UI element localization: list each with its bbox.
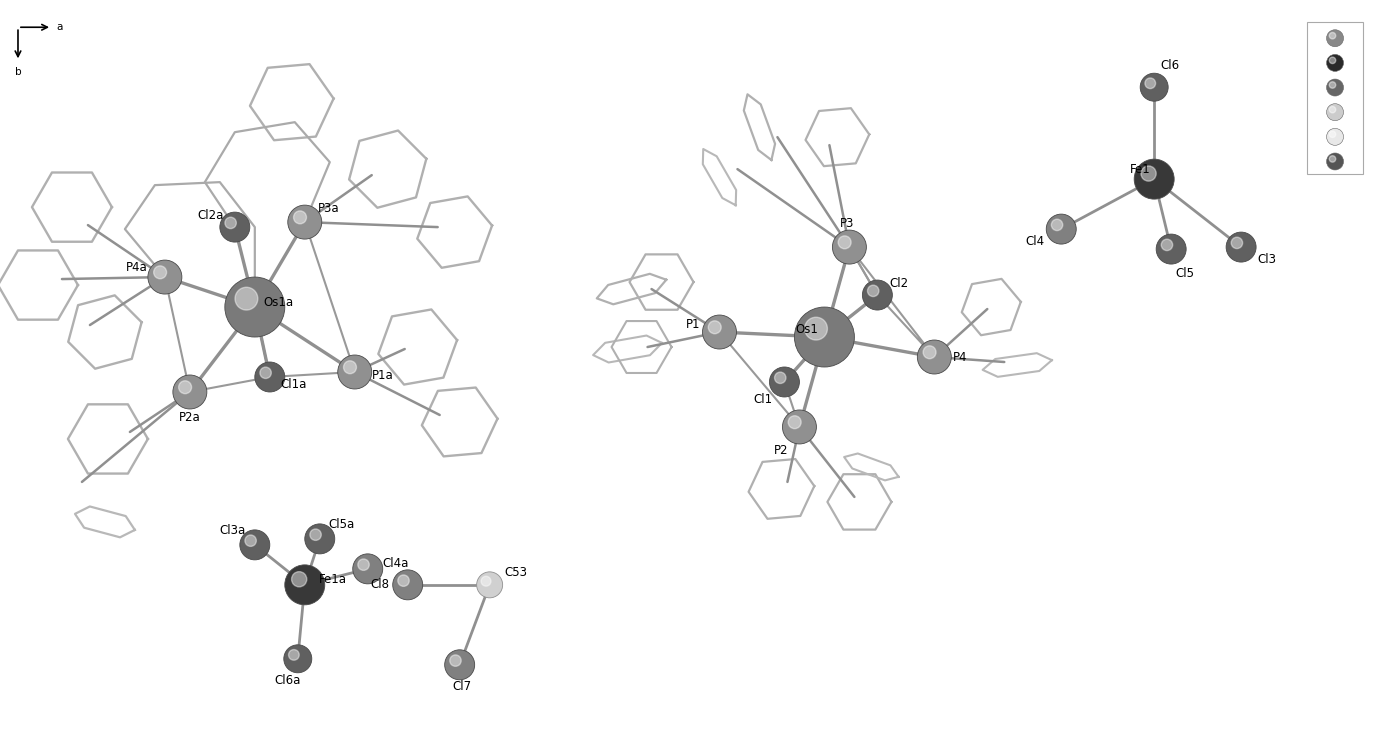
Text: Cl2: Cl2 bbox=[890, 276, 909, 290]
Circle shape bbox=[337, 355, 372, 389]
Circle shape bbox=[1329, 57, 1336, 63]
Text: Cl4a: Cl4a bbox=[382, 557, 409, 570]
Text: Cl2a: Cl2a bbox=[197, 209, 224, 222]
Circle shape bbox=[173, 375, 207, 409]
Circle shape bbox=[148, 260, 182, 294]
Text: P4a: P4a bbox=[126, 261, 148, 273]
Circle shape bbox=[1046, 214, 1076, 244]
Circle shape bbox=[838, 236, 851, 249]
Text: Cl6: Cl6 bbox=[1161, 59, 1179, 71]
Circle shape bbox=[344, 361, 357, 374]
Circle shape bbox=[862, 280, 893, 310]
Text: Cl1a: Cl1a bbox=[281, 379, 306, 391]
Circle shape bbox=[1326, 153, 1343, 170]
Text: Cl6a: Cl6a bbox=[274, 674, 301, 688]
FancyBboxPatch shape bbox=[1307, 22, 1363, 174]
Circle shape bbox=[235, 287, 257, 310]
Circle shape bbox=[245, 535, 256, 546]
Circle shape bbox=[239, 530, 270, 560]
Text: P3: P3 bbox=[841, 217, 855, 230]
Text: P2: P2 bbox=[774, 444, 789, 458]
Circle shape bbox=[1156, 234, 1186, 264]
Text: Os1: Os1 bbox=[795, 323, 818, 335]
Circle shape bbox=[1326, 128, 1343, 145]
Circle shape bbox=[1140, 73, 1168, 101]
Circle shape bbox=[358, 559, 369, 570]
Circle shape bbox=[1142, 166, 1156, 181]
Text: Cl5a: Cl5a bbox=[329, 518, 355, 531]
Circle shape bbox=[445, 650, 474, 680]
Circle shape bbox=[1161, 240, 1172, 251]
Text: Cl4: Cl4 bbox=[1025, 234, 1045, 248]
Text: P1a: P1a bbox=[372, 369, 393, 383]
Circle shape bbox=[397, 575, 409, 587]
Circle shape bbox=[832, 230, 866, 264]
Circle shape bbox=[291, 572, 306, 587]
Circle shape bbox=[1326, 79, 1343, 96]
Text: Os1a: Os1a bbox=[264, 296, 294, 309]
Circle shape bbox=[220, 212, 250, 242]
Circle shape bbox=[288, 205, 322, 239]
Text: Cl3: Cl3 bbox=[1258, 253, 1277, 265]
Circle shape bbox=[225, 277, 285, 337]
Circle shape bbox=[918, 340, 951, 374]
Circle shape bbox=[309, 529, 322, 540]
Circle shape bbox=[481, 576, 491, 586]
Circle shape bbox=[1329, 32, 1336, 39]
Circle shape bbox=[1144, 78, 1156, 88]
Circle shape bbox=[1052, 219, 1063, 231]
Text: P1: P1 bbox=[687, 318, 701, 330]
Circle shape bbox=[1226, 232, 1256, 262]
Circle shape bbox=[305, 524, 334, 554]
Circle shape bbox=[284, 645, 312, 673]
Text: Cl3a: Cl3a bbox=[220, 525, 246, 537]
Circle shape bbox=[353, 554, 383, 584]
Circle shape bbox=[1329, 156, 1336, 162]
Circle shape bbox=[788, 416, 802, 429]
Circle shape bbox=[285, 565, 325, 605]
Text: Cl5: Cl5 bbox=[1175, 267, 1195, 279]
Circle shape bbox=[867, 285, 879, 296]
Circle shape bbox=[1135, 159, 1174, 199]
Circle shape bbox=[1326, 104, 1343, 121]
Circle shape bbox=[260, 367, 271, 379]
Circle shape bbox=[288, 649, 299, 660]
Circle shape bbox=[294, 211, 306, 224]
Text: a: a bbox=[56, 22, 63, 32]
Circle shape bbox=[477, 572, 502, 598]
Text: Cl1: Cl1 bbox=[753, 394, 772, 407]
Circle shape bbox=[255, 362, 285, 392]
Circle shape bbox=[795, 307, 855, 367]
Circle shape bbox=[769, 367, 799, 397]
Circle shape bbox=[923, 346, 936, 359]
Circle shape bbox=[775, 372, 786, 383]
Text: C53: C53 bbox=[504, 566, 527, 579]
Text: P3a: P3a bbox=[318, 202, 340, 214]
Circle shape bbox=[1329, 106, 1336, 113]
Circle shape bbox=[702, 315, 736, 349]
Text: Cl7: Cl7 bbox=[452, 680, 471, 694]
Circle shape bbox=[179, 381, 192, 394]
Circle shape bbox=[1329, 131, 1336, 138]
Circle shape bbox=[449, 655, 462, 666]
Circle shape bbox=[1329, 82, 1336, 88]
Text: Fe1: Fe1 bbox=[1130, 163, 1150, 175]
Text: b: b bbox=[14, 67, 21, 77]
Circle shape bbox=[393, 570, 422, 600]
Circle shape bbox=[1326, 55, 1343, 71]
Circle shape bbox=[225, 217, 236, 228]
Circle shape bbox=[804, 317, 827, 340]
Circle shape bbox=[708, 321, 722, 334]
Text: P2a: P2a bbox=[179, 411, 200, 425]
Text: P4: P4 bbox=[953, 351, 968, 363]
Circle shape bbox=[154, 266, 166, 279]
Circle shape bbox=[1326, 29, 1343, 46]
Text: Cl8: Cl8 bbox=[371, 579, 389, 591]
Circle shape bbox=[1231, 237, 1242, 248]
Circle shape bbox=[782, 410, 817, 444]
Text: Fe1a: Fe1a bbox=[319, 573, 347, 587]
